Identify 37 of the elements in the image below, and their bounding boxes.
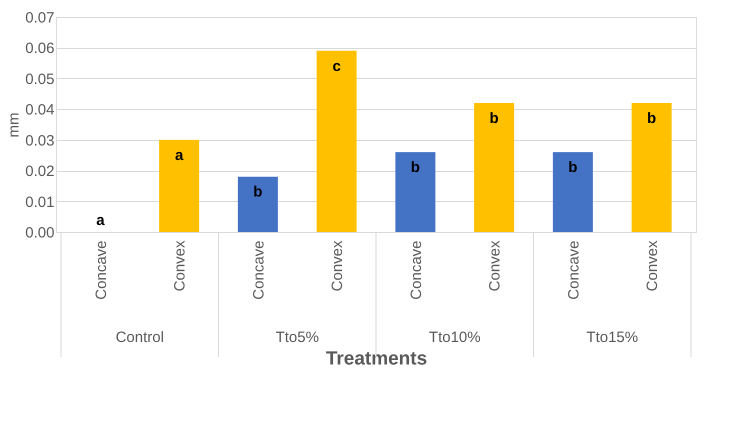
- x-tick-label: Convex: [644, 240, 662, 292]
- y-tick-label: 0.05: [25, 70, 54, 88]
- data-label: a: [96, 212, 106, 229]
- bar: [159, 140, 200, 232]
- y-tick-label: 0.04: [25, 102, 54, 119]
- y-tick-label: 0.02: [25, 163, 54, 180]
- bar: [395, 152, 436, 232]
- data-label: b: [647, 110, 656, 127]
- x-tick-label: Convex: [486, 240, 504, 292]
- text: Tto10%: [428, 329, 481, 346]
- x-tick-label: Concave: [250, 240, 268, 300]
- x-axis-title: Treatments: [326, 348, 428, 370]
- x-tick-label: Convex: [172, 240, 189, 292]
- y-tick-label: 0.01: [25, 194, 54, 211]
- y-tick-label: 0.07: [25, 10, 54, 26]
- x-tick-label: Concave: [92, 240, 110, 300]
- data-label: b: [568, 159, 578, 176]
- text: Tto15%: [586, 329, 638, 346]
- x-tick-label: Concave: [408, 240, 425, 300]
- y-tick-label: 0.06: [25, 40, 54, 58]
- data-label: b: [490, 110, 499, 127]
- y-tick-label: 0.03: [25, 132, 54, 150]
- x-tick-label: Convex: [329, 240, 346, 292]
- data-label: c: [332, 58, 341, 75]
- data-label: a: [174, 146, 184, 164]
- data-label: b: [253, 184, 262, 201]
- text: Control: [116, 329, 164, 346]
- bar: [632, 103, 672, 232]
- bar: [238, 176, 278, 232]
- x-tick-label: Concave: [565, 240, 582, 300]
- text: Tto5%: [276, 329, 319, 346]
- y-tick-label: 0.00: [25, 224, 54, 242]
- data-label: b: [410, 159, 420, 176]
- bar: [552, 152, 593, 232]
- bar: [316, 50, 357, 232]
- bar: [474, 103, 514, 232]
- y-axis-title: mm: [5, 112, 22, 138]
